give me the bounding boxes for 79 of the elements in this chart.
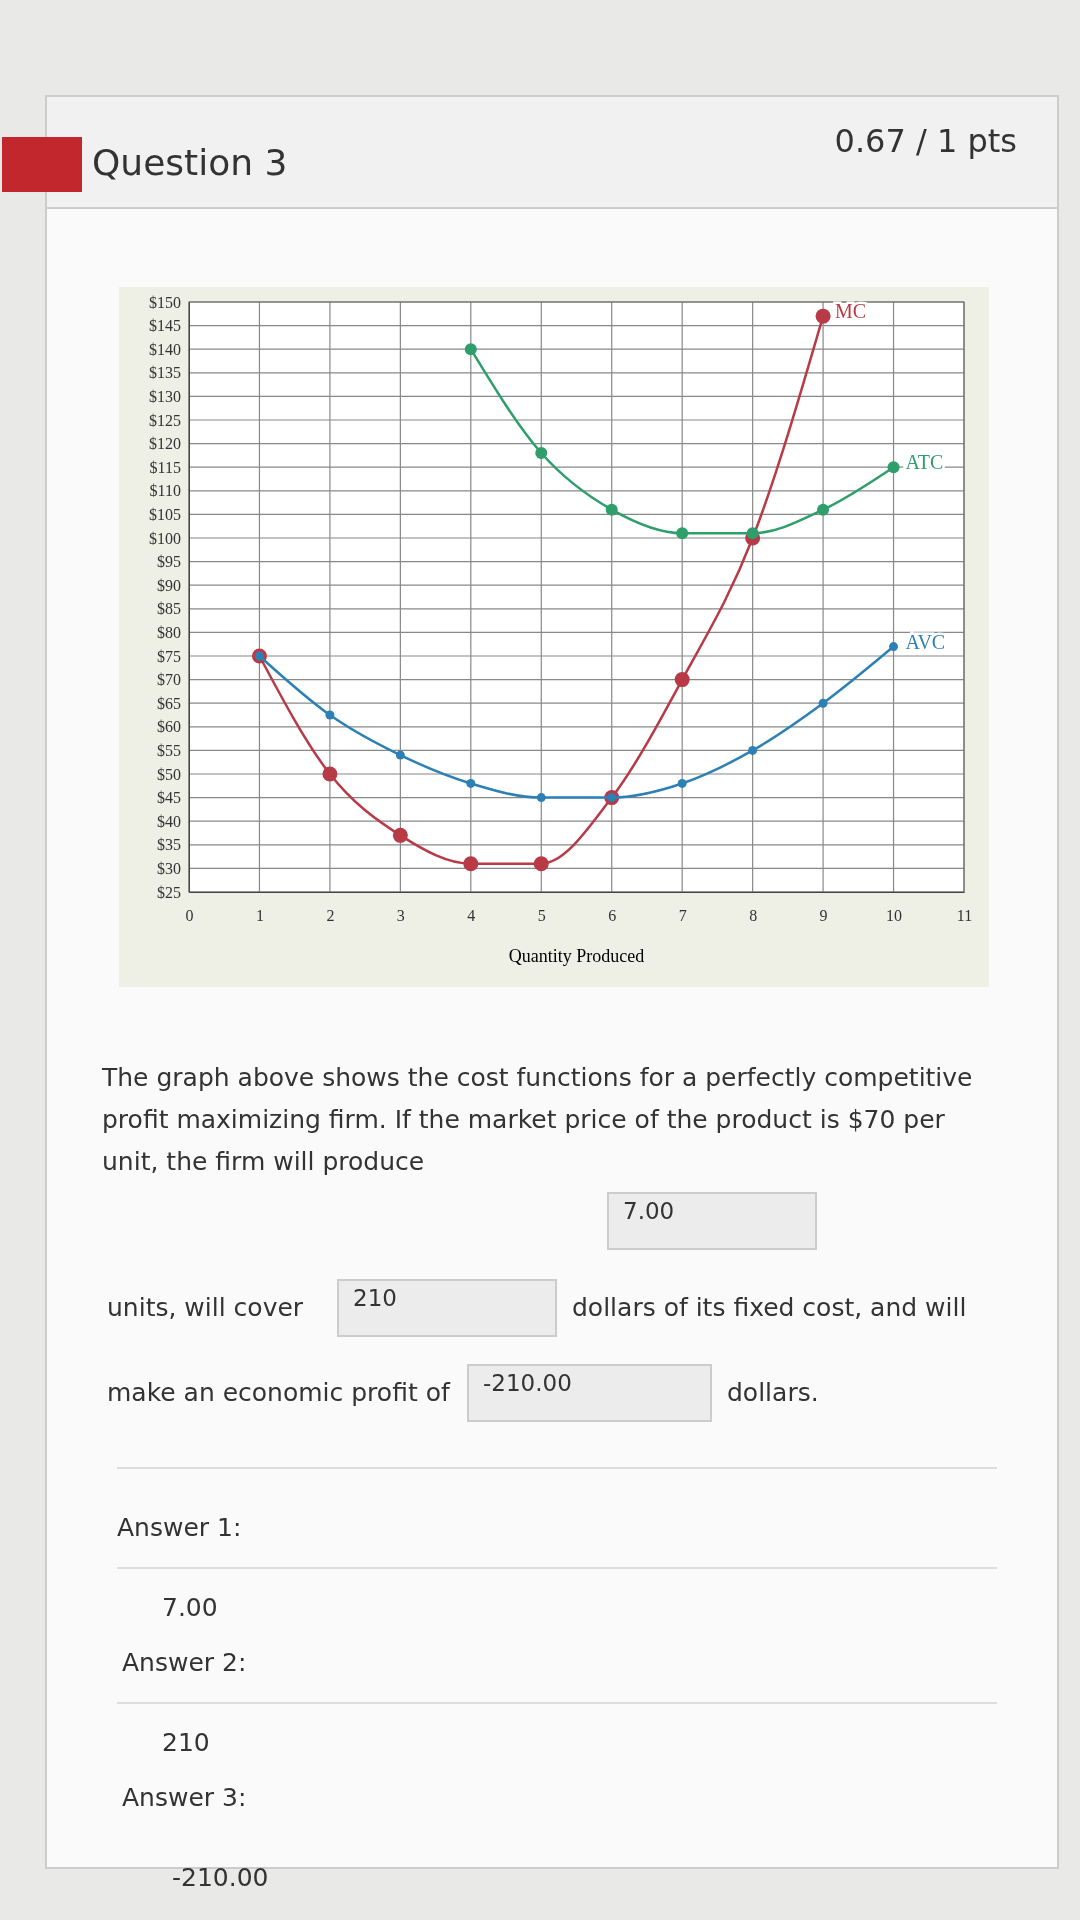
x-tick-label: 1 (255, 907, 264, 925)
point (392, 827, 408, 843)
point (748, 745, 758, 755)
y-tick-label: $130 (149, 388, 181, 406)
x-tick-label: 4 (467, 907, 476, 925)
text: 210 (162, 1727, 210, 1759)
x-tick-label: 7 (678, 907, 687, 925)
y-tick-label: $25 (157, 883, 181, 901)
y-tick-label: $40 (157, 812, 181, 830)
y-tick-label: $70 (157, 671, 181, 689)
point (325, 710, 335, 720)
x-axis-title: Quantity Produced (508, 946, 645, 966)
text: 7.00 (162, 1592, 218, 1624)
point (322, 766, 338, 782)
text: dollars. (727, 1377, 819, 1409)
point (889, 642, 899, 652)
point (676, 527, 689, 540)
text: make an economic profit of (107, 1377, 450, 1409)
y-tick-label: $30 (157, 860, 181, 878)
point (535, 447, 548, 460)
point (464, 343, 477, 356)
point (815, 308, 831, 324)
text: Answer 2: (122, 1647, 247, 1679)
y-tick-label: $45 (157, 789, 181, 807)
point (463, 856, 479, 872)
y-tick-label: $80 (157, 624, 181, 642)
x-tick-label: 9 (819, 907, 828, 925)
series-label: MC (835, 300, 867, 323)
y-tick-label: $85 (157, 600, 181, 618)
y-tick-label: $120 (149, 435, 181, 453)
x-tick-label: 8 (749, 907, 758, 925)
x-tick-label: 2 (326, 907, 335, 925)
point (677, 778, 687, 788)
y-tick-label: $135 (149, 364, 181, 382)
text: dollars of its fixed cost, and will (572, 1292, 967, 1324)
y-tick-label: $115 (149, 458, 181, 476)
text: The graph above shows the cost functions for a perfectly competitive profit maximizing firm. If the market price of the product is $70 per unit, the firm will produce (102, 1062, 974, 1178)
x-tick-label: 10 (886, 907, 903, 925)
x-tick-label: 5 (537, 907, 546, 925)
point (533, 856, 549, 872)
y-tick-label: $150 (149, 293, 181, 311)
point (817, 503, 830, 516)
text: 210 (337, 1279, 557, 1337)
text: 7.00 (607, 1192, 817, 1250)
y-tick-label: $105 (149, 506, 181, 524)
y-tick-label: $55 (157, 742, 181, 760)
x-tick-label: 3 (396, 907, 405, 925)
text: Answer 1: (117, 1512, 242, 1544)
y-tick-label: $145 (149, 317, 181, 335)
y-tick-label: $75 (157, 647, 181, 665)
y-tick-label: $35 (157, 836, 181, 854)
text: -210.00 (467, 1364, 712, 1422)
text: Answer 3: (122, 1782, 247, 1814)
series-label: ATC (905, 451, 944, 474)
y-tick-label: $60 (157, 718, 181, 736)
point (746, 527, 759, 540)
x-tick-label: 0 (185, 907, 194, 925)
point (466, 778, 476, 788)
point (887, 461, 900, 474)
y-tick-label: $90 (157, 576, 181, 594)
series-label: AVC (905, 630, 946, 653)
point (395, 750, 405, 760)
chart-title: Question 3 (92, 142, 288, 183)
y-tick-label: $95 (157, 553, 181, 571)
y-tick-label: $65 (157, 694, 181, 712)
text: units, will cover (107, 1292, 304, 1324)
y-tick-label: $100 (149, 529, 181, 547)
y-tick-label: $125 (149, 411, 181, 429)
y-tick-label: $50 (157, 765, 181, 783)
point (674, 672, 690, 688)
point (605, 503, 618, 516)
point (818, 698, 828, 708)
point (536, 793, 546, 803)
x-tick-label: 11 (956, 907, 973, 925)
chart-subtitle: 0.67 / 1 pts (834, 122, 1017, 160)
y-tick-label: $110 (149, 482, 181, 500)
text: -210.00 (172, 1862, 269, 1894)
y-tick-label: $140 (149, 340, 181, 358)
x-tick-label: 6 (608, 907, 617, 925)
